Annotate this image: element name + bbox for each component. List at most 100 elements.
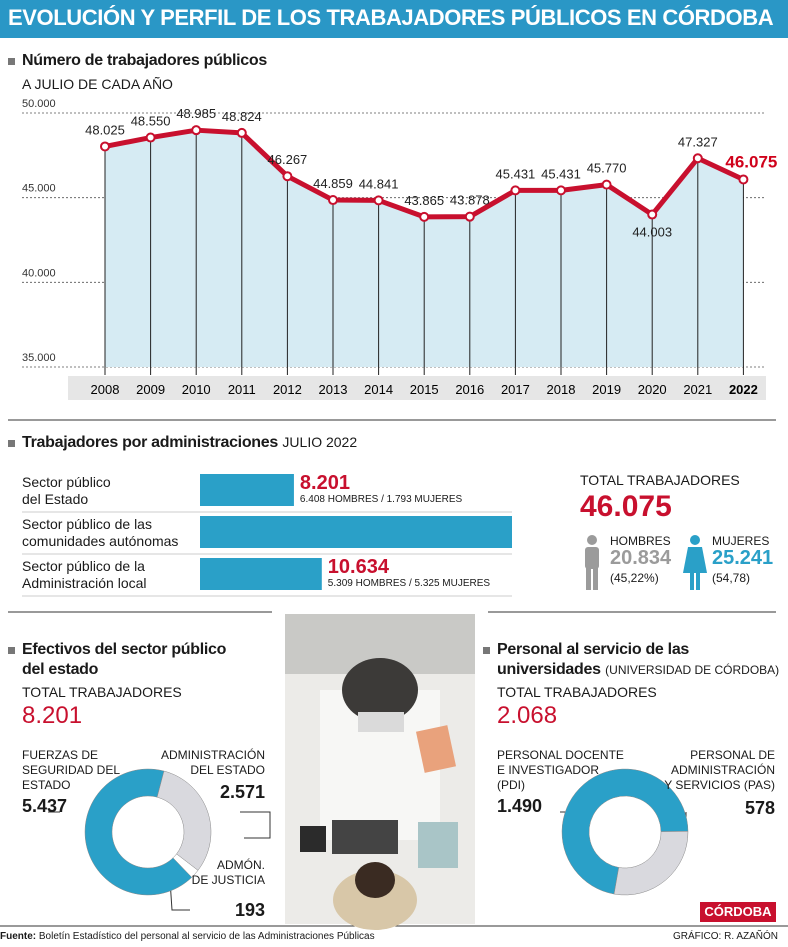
point (191, 125, 202, 136)
x-axis-band (68, 376, 766, 400)
man-icon (585, 535, 599, 590)
section-title: Personal al servicio de las universidade… (497, 641, 690, 678)
bar (200, 516, 512, 548)
point (647, 209, 658, 220)
woman-icon (683, 535, 707, 590)
donut-slice (84, 768, 193, 896)
value-label: 48.550 (131, 114, 171, 129)
x-tick-label: 2022 (729, 382, 758, 397)
value-label: 43.878 (450, 193, 490, 208)
point (236, 127, 247, 138)
x-tick-label: 2009 (136, 382, 165, 397)
bullet (8, 58, 15, 65)
value-label: 1.490 (497, 796, 543, 816)
x-tick-label: 2016 (455, 382, 484, 397)
x-tick-label: 2013 (319, 382, 348, 397)
value-label: 46.267 (268, 152, 308, 167)
men-share: (45,22%) (610, 571, 659, 585)
value-label: 45.431 (541, 166, 581, 181)
section-heading: Personal al servicio de las universidade… (497, 640, 782, 680)
y-tick-label: 45.000 (22, 183, 56, 195)
category-label: FUERZAS DE SEGURIDAD DEL ESTADO (22, 748, 121, 792)
value-label: 45.431 (496, 166, 536, 181)
value-label: 45.770 (587, 161, 627, 176)
value-label: 48.985 (176, 106, 216, 121)
y-tick-label: 50.000 (22, 98, 56, 110)
x-tick-label: 2017 (501, 382, 530, 397)
x-tick-label: 2015 (410, 382, 439, 397)
header-band (0, 0, 788, 38)
section-subtitle: A JULIO DE CADA AÑO (22, 76, 173, 92)
point (373, 195, 384, 206)
source-label: Fuente: (0, 931, 37, 942)
source-text: Boletín Estadístico del personal al serv… (38, 931, 375, 942)
total-value: 2.068 (497, 702, 558, 729)
point (100, 141, 110, 152)
value-label: 43.865 (404, 193, 444, 208)
total-label: TOTAL TRABAJADORES (497, 684, 657, 700)
x-tick-label: 2011 (228, 382, 256, 397)
bar (200, 474, 294, 506)
y-tick-label: 35.000 (22, 352, 56, 364)
bullet (483, 647, 490, 654)
value-label: 44.841 (359, 176, 399, 191)
women-label: MUJERES (712, 534, 770, 548)
point (328, 195, 338, 206)
men-value: 20.834 (610, 547, 672, 569)
women-value: 25.241 (712, 547, 774, 569)
point (510, 185, 521, 196)
point (464, 211, 475, 222)
value-label: 46.075 (725, 152, 777, 171)
logo (700, 902, 776, 922)
total-value: 8.201 (22, 702, 83, 729)
value-label: 44.003 (632, 225, 672, 240)
x-tick-label: 2018 (547, 382, 576, 397)
women-share: (54,78) (712, 571, 751, 585)
donut-slice (613, 831, 689, 896)
bar-note: 6.408 HOMBRES / 1.793 MUJERES (299, 494, 463, 505)
credit: GRÁFICO: R. AZAÑÓN (672, 931, 778, 942)
bar-note: 5.309 HOMBRES / 5.325 MUJERES (327, 578, 491, 589)
x-tick-label: 2014 (364, 382, 393, 397)
donut-slice (172, 853, 199, 878)
category-label: Sector público de las comunidades autóno… (22, 516, 179, 549)
donut-slice (156, 770, 212, 871)
page-title: EVOLUCIÓN Y PERFIL DE LOS TRABAJADORES P… (8, 5, 774, 30)
photo (285, 614, 475, 930)
value-label: 48.824 (222, 109, 262, 124)
point (738, 174, 749, 185)
x-tick-label: 2019 (592, 382, 621, 397)
value-label: 578 (744, 798, 775, 818)
section-title: Número de trabajadores públicos (22, 52, 267, 69)
point (601, 179, 612, 190)
category-label: Sector público del Estado (22, 474, 111, 507)
value-label: 2.571 (219, 782, 265, 802)
x-tick-label: 2020 (638, 382, 667, 397)
value-label: 8.201 (299, 472, 350, 494)
value-label: 5.437 (22, 796, 68, 816)
point (692, 153, 703, 164)
bullet (8, 647, 15, 654)
value-label: 48.025 (85, 122, 125, 137)
total-label: TOTAL TRABAJADORES (580, 472, 740, 488)
value-label: 47.327 (678, 134, 718, 149)
value-label: 193 (234, 900, 265, 920)
category-label: PERSONAL DE ADMINISTRACIÓN Y SERVICIOS (… (664, 748, 775, 792)
section-subtitle: JULIO 2022 (282, 434, 358, 450)
category-label: ADMINISTRACIÓN DEL ESTADO (160, 748, 265, 777)
x-tick-label: 2010 (182, 382, 211, 397)
total-label: TOTAL TRABAJADORES (22, 684, 182, 700)
x-tick-label: 2021 (683, 382, 712, 397)
bullet (8, 440, 15, 447)
section-title: Efectivos del sector público del estado (22, 641, 227, 678)
section-title: Trabajadores por administraciones (22, 434, 278, 451)
source: Fuente: Boletín Estadístico del personal… (0, 931, 375, 942)
value-label: 10.634 (327, 556, 389, 578)
donut-slice (561, 768, 689, 895)
total-value: 46.075 (580, 490, 672, 523)
category-label: ADMÓN. DE JUSTICIA (191, 858, 265, 887)
point (556, 185, 566, 196)
category-label: Sector público de la Administración loca… (22, 558, 147, 591)
